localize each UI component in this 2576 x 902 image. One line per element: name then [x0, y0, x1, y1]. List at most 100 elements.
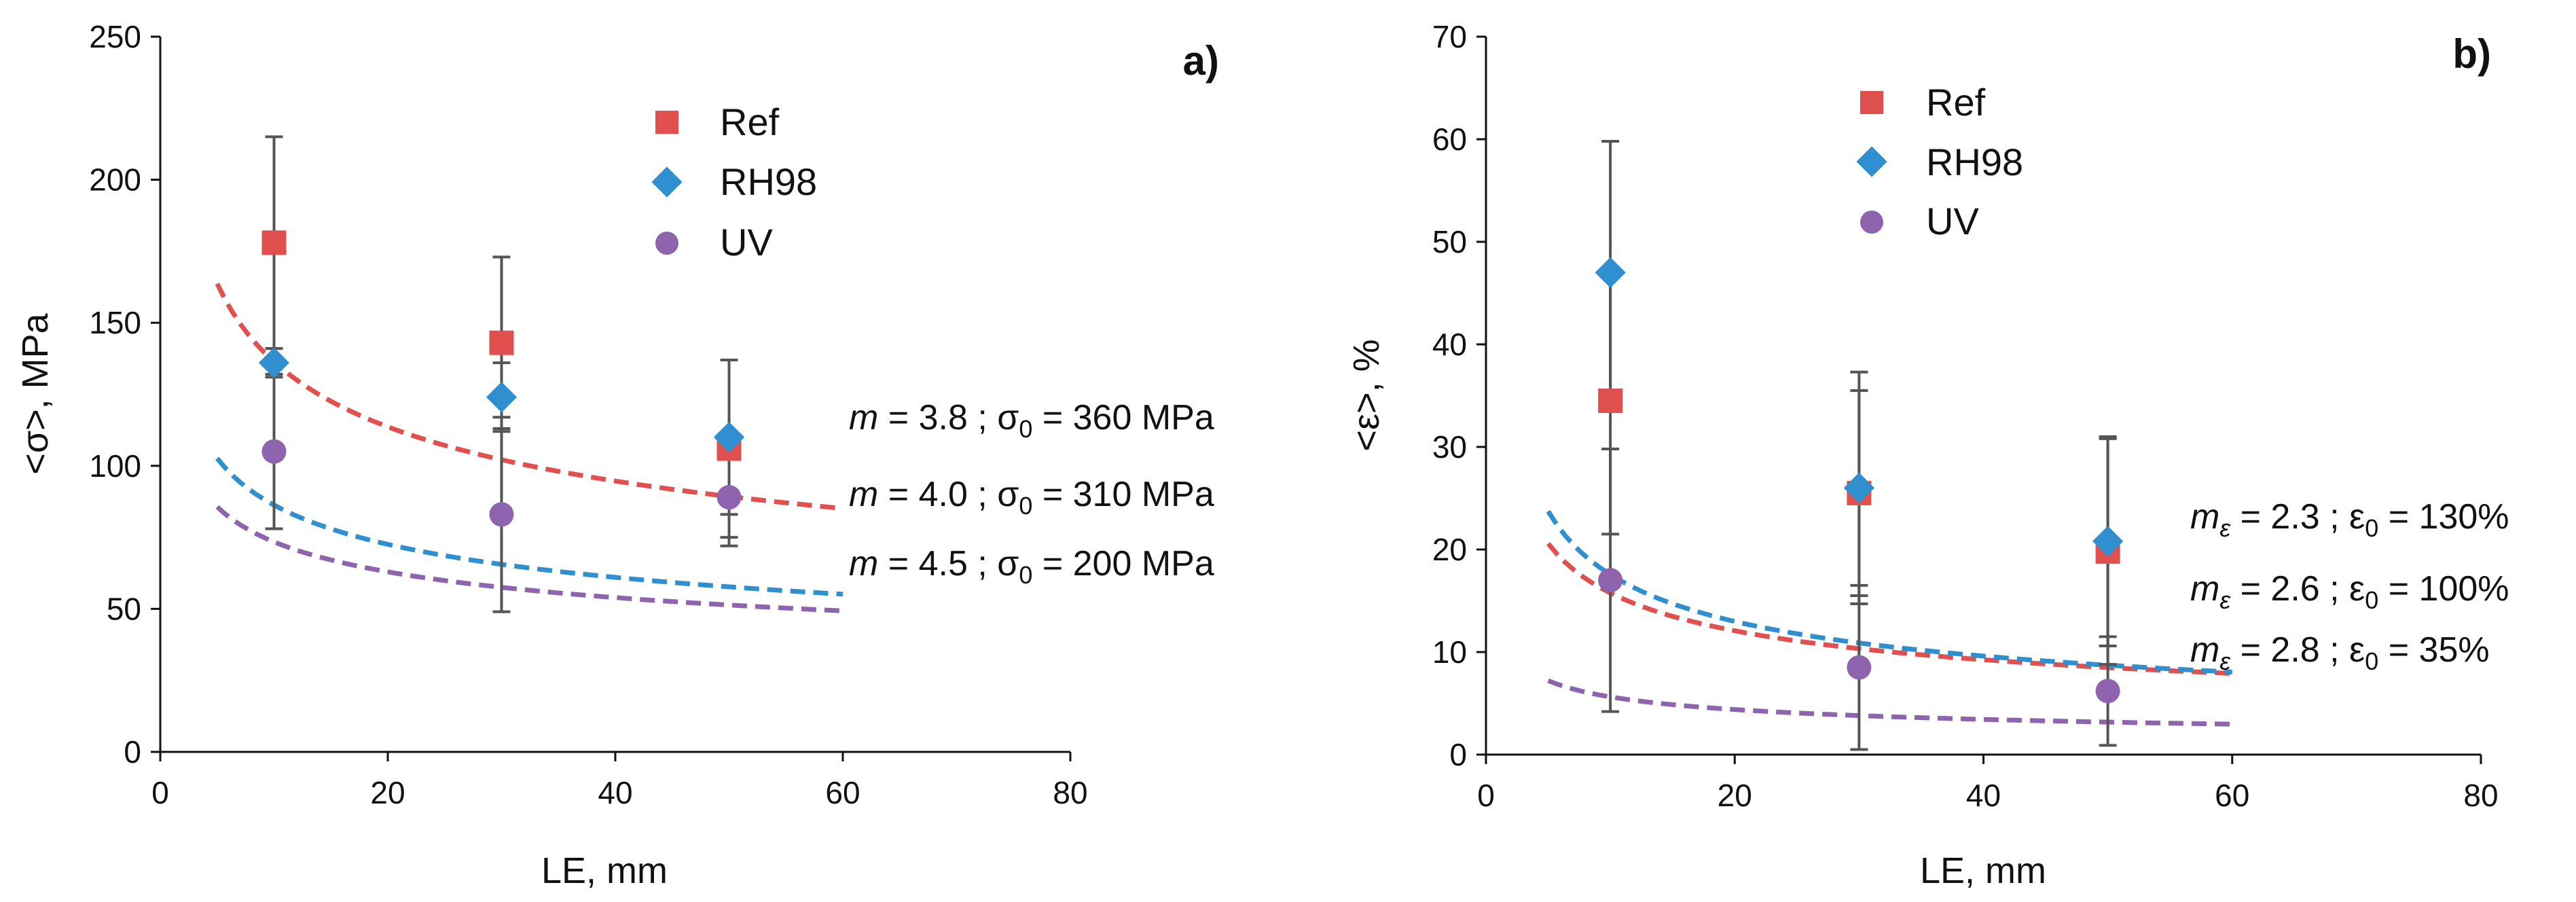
annotation-a-uv-value: = 200 MPa: [1042, 544, 1214, 583]
panel-a-fit-curves: [215, 283, 843, 613]
data-point-rh98: [2092, 526, 2124, 557]
legend-a-rh98-label: RH98: [720, 160, 817, 203]
panel-b-fit-annotations: mε = 2.3 ; ε0 = 130% mε = 2.6 ; ε0 = 100…: [2190, 497, 2509, 675]
legend-b-ref-marker: [1860, 91, 1883, 114]
x-tick-label: 40: [598, 775, 632, 810]
y-tick-label: 30: [1432, 429, 1467, 465]
panel-a-x-ticks: 0 20 40 60 80: [151, 752, 1088, 810]
data-point-uv: [261, 439, 287, 464]
annotation-a-uv-sub: 0: [1019, 561, 1032, 589]
annotation-b-uv-value: = 35%: [2389, 630, 2490, 670]
panel-a-chart: 0 50 100 150 200 250 0 20 40 60 80 LE, mm <σ>, MP…: [15, 19, 1219, 891]
legend-a-uv-label: UV: [720, 221, 773, 264]
data-point-rh98: [713, 422, 745, 453]
panel-a-axes: [159, 37, 1070, 753]
annotation-b-rh98-symbol: m: [2190, 497, 2219, 537]
y-tick-label: 40: [1432, 327, 1467, 362]
panel-b-x-ticks: 0 20 40 60 80: [1477, 755, 2499, 813]
annotation-a-ref: m = 3.8 ; σ0 = 360 MPa: [849, 398, 1214, 443]
annotation-a-rh98: m = 4.0 ; σ0 = 310 MPa: [849, 475, 1214, 520]
panel-a-fit-annotations: m = 3.8 ; σ0 = 360 MPa m = 4.0 ; σ0 = 31…: [849, 398, 1214, 589]
x-tick-label: 60: [2215, 778, 2249, 813]
y-tick-label: 0: [1449, 737, 1467, 772]
fit-curve-uv: [215, 505, 843, 613]
legend-a-uv-marker: [655, 232, 678, 255]
panel-a-x-axis-label: LE, mm: [541, 850, 668, 891]
panel-a-y-axis-label: <σ>, MPa: [15, 312, 56, 474]
x-tick-label: 0: [151, 775, 169, 810]
panel-b-fit-curves: [1546, 509, 2232, 727]
y-tick-label: 70: [1432, 19, 1467, 54]
data-point-ref: [489, 330, 514, 355]
panel-a-error-bars: [265, 135, 738, 613]
panel-b-legend: Ref RH98 UV: [1856, 81, 2023, 242]
data-point-uv: [489, 502, 514, 527]
panel-b-x-axis-label: LE, mm: [1920, 850, 2046, 891]
annotation-a-ref-left: = 3.8 ; σ: [888, 398, 1019, 437]
annotation-a-rh98-value: = 310 MPa: [1042, 475, 1214, 514]
annotation-b-rh98-psub: ε: [2219, 514, 2231, 542]
annotation-b-uv-symbol: m: [2190, 630, 2219, 670]
annotation-a-rh98-left: = 4.0 ; σ: [888, 475, 1019, 514]
panel-b-y-axis-label: <ε>, %: [1346, 339, 1387, 451]
annotation-b-uv-psub: ε: [2219, 647, 2231, 675]
y-tick-label: 0: [124, 734, 141, 770]
y-tick-label: 20: [1432, 532, 1467, 567]
x-tick-label: 0: [1477, 778, 1495, 813]
annotation-b-uv-left: = 2.8 ; ε: [2241, 630, 2365, 670]
data-point-uv: [2095, 679, 2120, 704]
data-point-rh98: [1595, 257, 1626, 288]
fit-curve-uv: [1547, 678, 2232, 727]
annotation-b-rh98-left: = 2.3 ; ε: [2241, 497, 2365, 537]
fit-curve-rh98: [1546, 509, 2232, 674]
y-tick-label: 60: [1432, 122, 1467, 157]
annotation-a-ref-symbol: m: [849, 398, 878, 437]
annotation-a-rh98-sub: 0: [1019, 492, 1032, 520]
annotation-a-ref-sub: 0: [1019, 415, 1032, 443]
x-tick-label: 20: [370, 775, 405, 810]
y-tick-label: 50: [107, 591, 141, 626]
annotation-b-ref-symbol: m: [2190, 569, 2219, 609]
y-tick-label: 200: [89, 162, 141, 198]
annotation-b-rh98: mε = 2.3 ; ε0 = 130%: [2190, 497, 2509, 542]
legend-a-ref-label: Ref: [720, 101, 780, 143]
legend-a-rh98-marker: [651, 166, 683, 198]
y-tick-label: 150: [89, 305, 141, 340]
panel-b-y-ticks: 0 10 20 30 40 50 60 70: [1432, 19, 1486, 772]
annotation-b-uv: mε = 2.8 ; ε0 = 35%: [2190, 630, 2490, 675]
legend-b-ref-label: Ref: [1926, 81, 1986, 124]
y-tick-label: 250: [89, 19, 141, 54]
y-tick-label: 50: [1432, 224, 1467, 259]
x-tick-label: 40: [1966, 778, 2001, 813]
legend-a-ref-marker: [655, 111, 678, 134]
x-tick-label: 60: [825, 775, 860, 810]
x-tick-label: 80: [2463, 778, 2498, 813]
fit-curve-ref: [1546, 542, 2232, 676]
annotation-a-rh98-symbol: m: [849, 475, 878, 514]
fit-curve-rh98: [215, 456, 843, 597]
data-point-uv: [716, 485, 742, 510]
panel-a-label: a): [1183, 38, 1219, 84]
legend-b-rh98-marker: [1856, 146, 1887, 177]
x-tick-label: 20: [1718, 778, 1752, 813]
data-point-ref: [1598, 389, 1623, 414]
data-point-ref: [261, 230, 287, 255]
x-tick-label: 80: [1053, 775, 1087, 810]
annotation-b-ref-value: = 100%: [2389, 569, 2509, 609]
data-point-rh98: [486, 382, 518, 413]
annotation-b-ref-sub: 0: [2365, 586, 2378, 614]
data-point-uv: [1847, 655, 1872, 680]
data-point-uv: [1598, 568, 1623, 593]
panel-a-legend: Ref RH98 UV: [651, 101, 817, 264]
legend-b-uv-marker: [1860, 211, 1883, 234]
annotation-a-uv-left: = 4.5 ; σ: [888, 544, 1019, 583]
annotation-a-ref-value: = 360 MPa: [1042, 398, 1214, 437]
legend-b-rh98-label: RH98: [1926, 141, 2023, 183]
legend-b-uv-label: UV: [1926, 200, 1979, 242]
annotation-a-uv: m = 4.5 ; σ0 = 200 MPa: [849, 544, 1214, 589]
annotation-b-rh98-value: = 130%: [2389, 497, 2509, 537]
annotation-b-rh98-sub: 0: [2365, 514, 2378, 542]
data-point-rh98: [1843, 472, 1875, 504]
